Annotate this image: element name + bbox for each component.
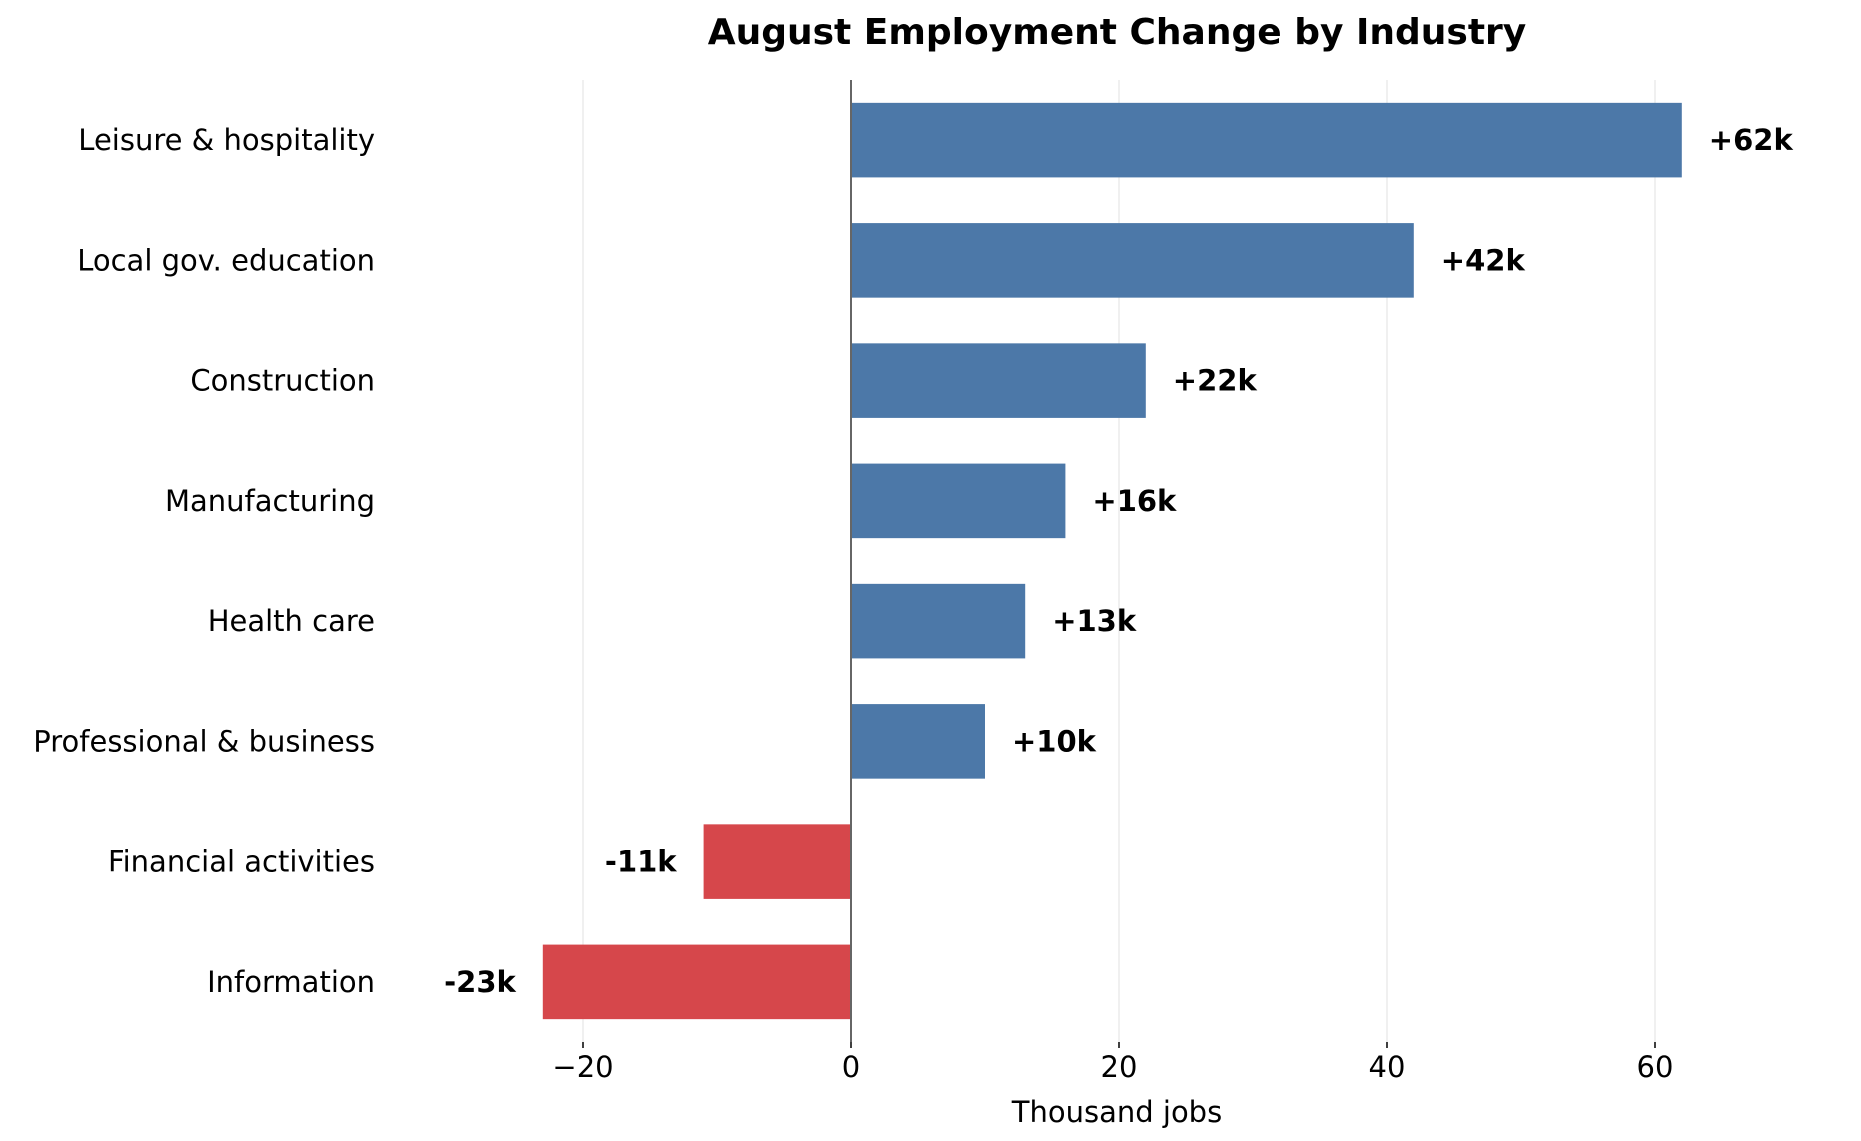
value-label: +42k xyxy=(1441,243,1526,277)
chart-title: August Employment Change by Industry xyxy=(708,12,1527,53)
value-labels: +62k +42k +22k +16k +13k +10k -11k -23k xyxy=(444,123,1793,999)
bar xyxy=(851,463,1066,539)
category-label: Professional & business xyxy=(33,724,375,758)
category-label: Construction xyxy=(190,364,375,398)
value-label: +13k xyxy=(1052,604,1137,638)
category-label: Manufacturing xyxy=(165,484,375,518)
category-labels: Leisure & hospitality Local gov. educatio… xyxy=(33,123,375,999)
value-label: +22k xyxy=(1173,364,1258,398)
category-label: Health care xyxy=(208,604,375,638)
value-label: -23k xyxy=(444,965,516,999)
x-tick-label: 40 xyxy=(1369,1050,1406,1084)
bar xyxy=(703,824,851,899)
value-label: +62k xyxy=(1709,123,1794,157)
bar xyxy=(542,944,851,1020)
x-tick-label: 0 xyxy=(842,1050,860,1084)
x-tick-label: 20 xyxy=(1101,1050,1138,1084)
bar xyxy=(851,223,1414,298)
category-label: Leisure & hospitality xyxy=(78,123,375,157)
x-tick-label: −20 xyxy=(552,1050,613,1084)
category-label: Information xyxy=(207,965,375,999)
bar xyxy=(851,583,1026,659)
x-tick-label: 60 xyxy=(1637,1050,1674,1084)
bar xyxy=(851,704,985,779)
bar xyxy=(851,343,1146,418)
category-label: Financial activities xyxy=(108,845,375,879)
category-label: Local gov. education xyxy=(77,243,375,277)
x-axis-label: Thousand jobs xyxy=(1011,1095,1222,1129)
x-axis-ticks: −20 0 20 40 60 xyxy=(552,1042,1673,1084)
bar xyxy=(851,102,1682,178)
value-label: -11k xyxy=(605,845,677,879)
value-label: +16k xyxy=(1092,484,1177,518)
bars xyxy=(542,102,1682,1020)
value-label: +10k xyxy=(1012,724,1097,758)
